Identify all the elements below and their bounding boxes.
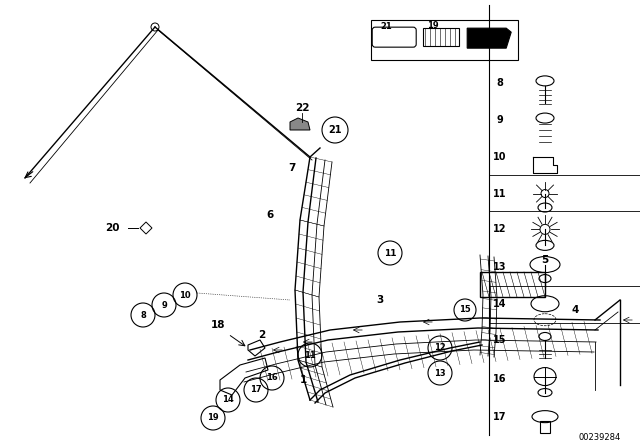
Text: 18: 18 [211,320,225,330]
Text: 8: 8 [497,78,504,88]
Bar [423,28,460,46]
Polygon shape [290,118,310,130]
Text: 7: 7 [288,163,296,173]
Text: 12: 12 [434,344,446,353]
Text: 3: 3 [376,295,383,305]
Text: 1: 1 [300,375,307,385]
Text: 22: 22 [295,103,309,113]
Text: 10: 10 [493,152,507,162]
Text: 10: 10 [179,290,191,300]
Text: 13: 13 [493,262,507,271]
Text: 15: 15 [459,306,471,314]
Text: 00239284: 00239284 [579,434,621,443]
Text: 19: 19 [207,414,219,422]
Text: 17: 17 [493,412,507,422]
Text: 19: 19 [428,21,439,30]
Text: 12: 12 [493,224,507,234]
Text: 8: 8 [140,310,146,319]
Text: 2: 2 [259,330,266,340]
Text: 20: 20 [105,223,119,233]
Text: 11: 11 [384,249,396,258]
Text: 9: 9 [161,301,167,310]
Text: 14: 14 [222,396,234,405]
Bar [371,20,518,60]
Text: 21: 21 [328,125,342,135]
Bar [480,272,545,297]
Text: 5: 5 [541,255,548,265]
Text: 13: 13 [434,369,446,378]
Text: 15: 15 [493,336,507,345]
Text: 16: 16 [493,374,507,383]
Text: 6: 6 [266,210,274,220]
Text: 17: 17 [250,385,262,395]
Text: 11: 11 [304,350,316,359]
Bar [540,421,550,433]
Text: 14: 14 [493,299,507,309]
Text: 4: 4 [572,305,579,315]
Text: 16: 16 [266,374,278,383]
Text: 9: 9 [497,115,504,125]
Text: 11: 11 [493,189,507,198]
Polygon shape [467,28,511,48]
Text: 21: 21 [380,22,392,30]
